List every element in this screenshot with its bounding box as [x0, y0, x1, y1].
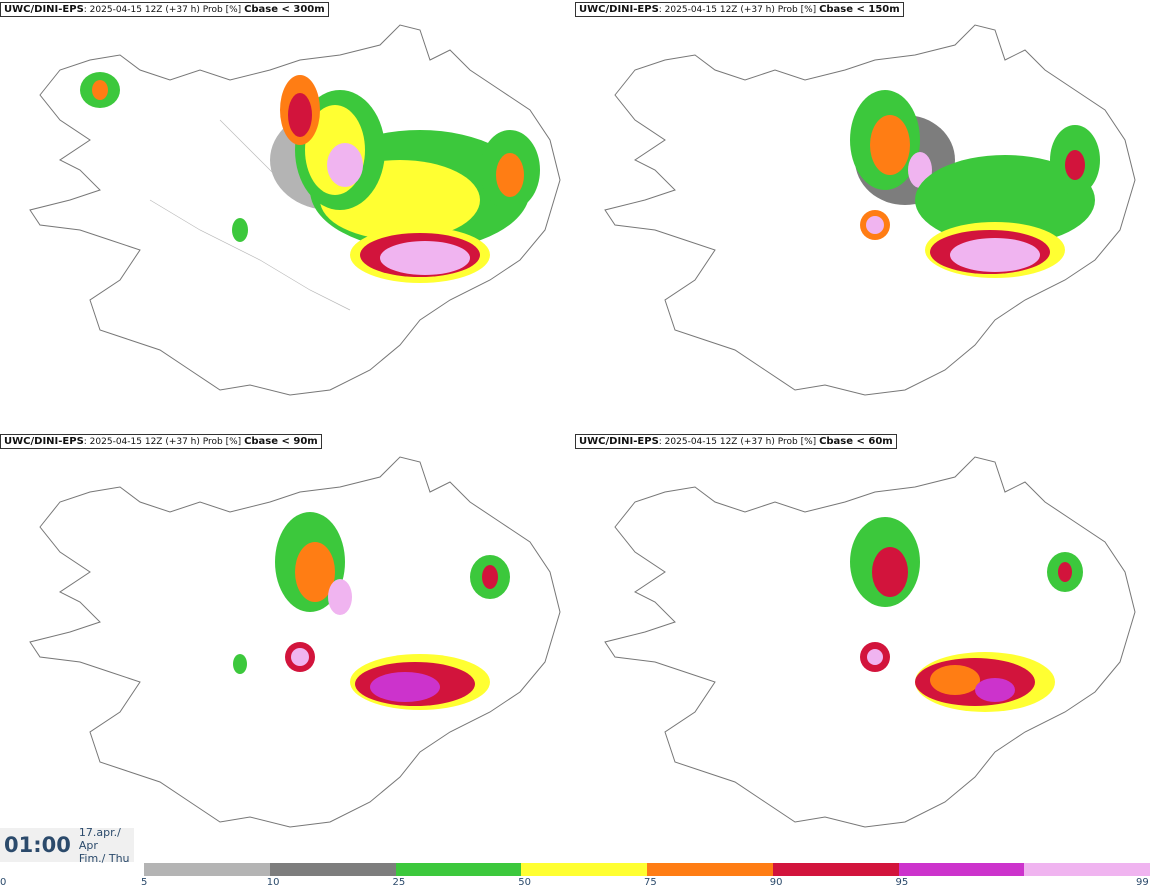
iceland-outline	[29, 456, 561, 828]
colorbar-segment-2	[395, 863, 522, 876]
panel-info: 2025-04-15 12Z (+37 h) Prob [%]	[664, 5, 817, 15]
valid-date: 17.apr./ Apr Fim./ Thu	[79, 826, 134, 865]
panel-cbase: Cbase < 60m	[819, 436, 893, 447]
valid-hour: 01:00	[4, 833, 71, 857]
panel-source: UWC/DINI-EPS	[579, 4, 659, 15]
date-line-1: 17.apr./ Apr	[78, 825, 121, 852]
colorbar-segment-0	[144, 863, 270, 876]
probability-field	[80, 72, 540, 283]
panel-info: 2025-04-15 12Z (+37 h) Prob [%]	[89, 5, 242, 15]
colorbar-segment-3	[521, 863, 647, 876]
panel-cbase: Cbase < 300m	[244, 4, 325, 15]
colorbar-tick-label: 50	[518, 877, 531, 888]
probability-field	[233, 512, 510, 710]
iceland-map	[604, 24, 1136, 396]
map-panel-3: UWC/DINI-EPS: 2025-04-15 12Z (+37 h) Pro…	[0, 432, 575, 864]
probability-field	[850, 517, 1083, 712]
map-panel-4: UWC/DINI-EPS: 2025-04-15 12Z (+37 h) Pro…	[575, 432, 1150, 864]
probability-colorbar	[144, 863, 1150, 876]
valid-time-box: 01:00 17.apr./ Apr Fim./ Thu	[0, 826, 134, 865]
colorbar-tick-label: 25	[392, 877, 406, 888]
iceland-map	[604, 456, 1136, 828]
colorbar-segment-5	[772, 863, 899, 876]
colorbar-tick-label: 95	[895, 877, 909, 888]
panel-info: 2025-04-15 12Z (+37 h) Prob [%]	[664, 437, 817, 447]
colorbar-segment-1	[269, 863, 396, 876]
colorbar-segment-4	[647, 863, 773, 876]
colorbar-segment-6	[898, 863, 1025, 876]
panel-cbase: Cbase < 90m	[244, 436, 318, 447]
panel-title: UWC/DINI-EPS: 2025-04-15 12Z (+37 h) Pro…	[0, 434, 322, 449]
map-panel-1: UWC/DINI-EPS: 2025-04-15 12Z (+37 h) Pro…	[0, 0, 575, 432]
map-panel-2: UWC/DINI-EPS: 2025-04-15 12Z (+37 h) Pro…	[575, 0, 1150, 432]
panel-title: UWC/DINI-EPS: 2025-04-15 12Z (+37 h) Pro…	[0, 2, 329, 17]
colorbar-tick-label: 75	[644, 877, 657, 888]
panel-title: UWC/DINI-EPS: 2025-04-15 12Z (+37 h) Pro…	[575, 434, 897, 449]
panel-source: UWC/DINI-EPS	[4, 4, 84, 15]
panel-info: 2025-04-15 12Z (+37 h) Prob [%]	[89, 437, 242, 447]
iceland-outline	[604, 456, 1136, 828]
probability-field	[850, 90, 1100, 278]
iceland-map	[29, 24, 561, 396]
colorbar-tick-label: 99	[1136, 877, 1149, 888]
iceland-outline	[604, 24, 1136, 396]
colorbar-segment-7	[1024, 863, 1150, 876]
colorbar-tick-label: 10	[266, 877, 280, 888]
date-line-2: Fim./ Thu	[78, 851, 130, 865]
panel-source: UWC/DINI-EPS	[579, 436, 659, 447]
iceland-outline	[29, 24, 561, 396]
colorbar-tick-label: 90	[769, 877, 783, 888]
panel-cbase: Cbase < 150m	[819, 4, 900, 15]
panel-title: UWC/DINI-EPS: 2025-04-15 12Z (+37 h) Pro…	[575, 2, 904, 17]
panel-source: UWC/DINI-EPS	[4, 436, 84, 447]
iceland-map	[29, 456, 561, 828]
colorbar-tick-label: 0	[0, 877, 7, 888]
colorbar-tick-label: 5	[141, 877, 148, 888]
